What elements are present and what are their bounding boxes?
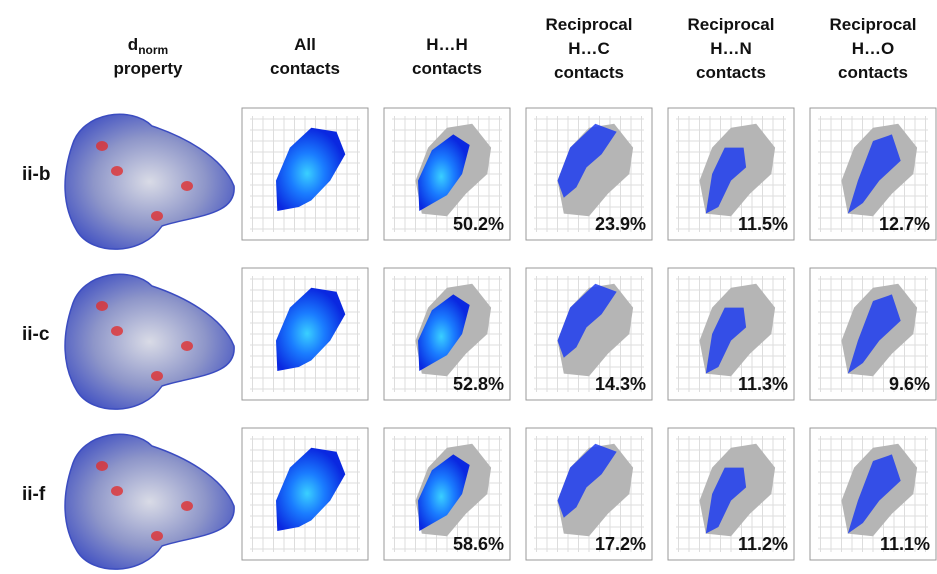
row-label: ii-b bbox=[22, 164, 51, 185]
contact-spot bbox=[181, 181, 193, 191]
column-header: contacts bbox=[270, 59, 340, 78]
fingerprint-plot bbox=[242, 108, 368, 240]
dnorm-header-line2: property bbox=[114, 59, 184, 78]
column-header: Reciprocal bbox=[830, 15, 917, 34]
hirshfeld-surface bbox=[65, 274, 234, 409]
contact-spot bbox=[151, 531, 163, 541]
contact-percentage: 11.5% bbox=[738, 214, 788, 234]
column-header: contacts bbox=[838, 63, 908, 82]
contact-percentage: 17.2% bbox=[595, 534, 646, 554]
contact-spot bbox=[111, 326, 123, 336]
contact-percentage: 50.2% bbox=[453, 214, 504, 234]
fingerprint-plot bbox=[242, 428, 368, 560]
contact-percentage: 11.2% bbox=[738, 534, 788, 554]
dnorm-header: dnorm bbox=[128, 35, 168, 57]
column-header: contacts bbox=[696, 63, 766, 82]
hirshfeld-surface bbox=[65, 114, 234, 249]
column-header: H…N bbox=[710, 39, 752, 58]
contact-spot bbox=[181, 341, 193, 351]
fingerprint-plot: 9.6% bbox=[810, 268, 936, 400]
column-header: Reciprocal bbox=[688, 15, 775, 34]
contact-percentage: 12.7% bbox=[879, 214, 930, 234]
contact-percentage: 14.3% bbox=[595, 374, 646, 394]
fingerprint-plot: 23.9% bbox=[526, 108, 652, 240]
contact-spot bbox=[151, 371, 163, 381]
surface-blob bbox=[65, 114, 234, 249]
contact-percentage: 11.1% bbox=[880, 534, 930, 554]
column-header: Reciprocal bbox=[546, 15, 633, 34]
contact-percentage: 11.3% bbox=[738, 374, 788, 394]
row-label: ii-f bbox=[22, 484, 46, 505]
fingerprint-plot: 12.7% bbox=[810, 108, 936, 240]
column-header: contacts bbox=[412, 59, 482, 78]
hirshfeld-surface bbox=[65, 434, 234, 569]
column-header: contacts bbox=[554, 63, 624, 82]
fingerprint-plot: 14.3% bbox=[526, 268, 652, 400]
fingerprint-plot: 11.5% bbox=[668, 108, 794, 240]
dnorm-subscript: norm bbox=[138, 43, 168, 57]
column-header: H…O bbox=[852, 39, 895, 58]
fingerprint-plot: 52.8% bbox=[384, 268, 510, 400]
column-header: All bbox=[294, 35, 316, 54]
fingerprint-plot: 58.6% bbox=[384, 428, 510, 560]
figure: dnorm property All contacts H…H contacts Rec… bbox=[0, 0, 937, 574]
fingerprint-plot: 17.2% bbox=[526, 428, 652, 560]
dnorm-symbol: d bbox=[128, 35, 138, 54]
contact-spot bbox=[181, 501, 193, 511]
fingerprint-plot: 11.1% bbox=[810, 428, 936, 560]
contact-percentage: 58.6% bbox=[453, 534, 504, 554]
fingerprint-plot: 50.2% bbox=[384, 108, 510, 240]
fingerprint-plot bbox=[242, 268, 368, 400]
column-header: H…H bbox=[426, 35, 468, 54]
surface-blob bbox=[65, 434, 234, 569]
fingerprint-plot: 11.3% bbox=[668, 268, 794, 400]
contact-spot bbox=[96, 301, 108, 311]
column-header: H…C bbox=[568, 39, 610, 58]
contact-spot bbox=[96, 461, 108, 471]
contact-spot bbox=[111, 486, 123, 496]
contact-spot bbox=[111, 166, 123, 176]
contact-spot bbox=[151, 211, 163, 221]
contact-spot bbox=[96, 141, 108, 151]
contact-percentage: 52.8% bbox=[453, 374, 504, 394]
surface-blob bbox=[65, 274, 234, 409]
contact-percentage: 23.9% bbox=[595, 214, 646, 234]
contact-percentage: 9.6% bbox=[889, 374, 930, 394]
fingerprint-plot: 11.2% bbox=[668, 428, 794, 560]
row-label: ii-c bbox=[22, 324, 50, 345]
